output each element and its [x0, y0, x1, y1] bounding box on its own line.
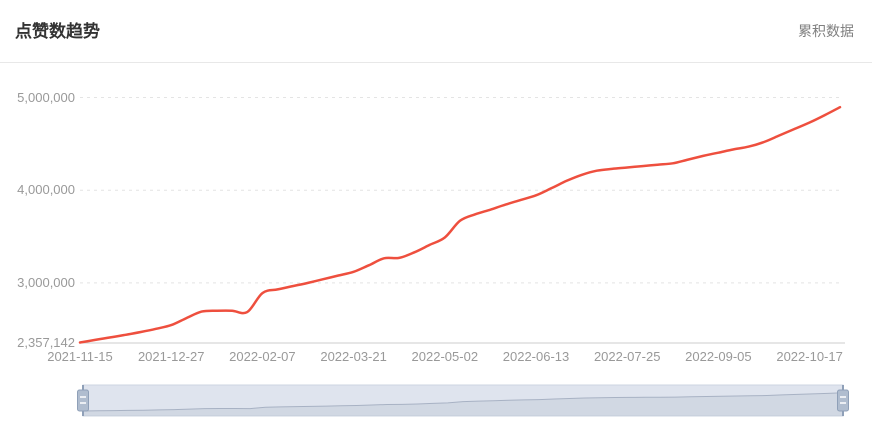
- y-axis-tick-label: 4,000,000: [17, 182, 75, 198]
- x-axis-tick-label: 2022-07-25: [593, 349, 661, 364]
- card-header: 点赞数趋势 累积数据: [0, 0, 872, 62]
- datazoom-right-handle[interactable]: [837, 389, 849, 412]
- x-axis-tick-label: 2021-12-27: [137, 349, 205, 364]
- y-axis-tick-label: 2,357,142: [17, 334, 75, 350]
- x-axis-tick-label: 2022-03-21: [320, 349, 387, 364]
- datazoom-shadow-line: [82, 392, 844, 412]
- x-axis-tick-label: 2022-02-07: [229, 349, 296, 364]
- datazoom-left-handle[interactable]: [77, 389, 89, 412]
- y-axis-tick-label: 3,000,000: [17, 274, 75, 290]
- trend-line: [78, 105, 842, 344]
- x-axis-tick-label: 2022-10-17: [776, 349, 843, 364]
- datazoom-shadow-area: [83, 392, 843, 416]
- y-axis-tick-label: 5,000,000: [17, 89, 75, 105]
- legend-item-cumulative[interactable]: 累积数据: [798, 23, 854, 39]
- header-divider: [0, 62, 872, 63]
- x-axis-tick-label: 2022-05-02: [411, 349, 479, 364]
- x-axis-tick-label: 2022-09-05: [685, 349, 752, 364]
- x-axis-tick-label: 2022-06-13: [502, 349, 570, 364]
- x-axis-tick-label: 2021-11-15: [47, 349, 113, 364]
- chart-title: 点赞数趋势: [15, 22, 100, 41]
